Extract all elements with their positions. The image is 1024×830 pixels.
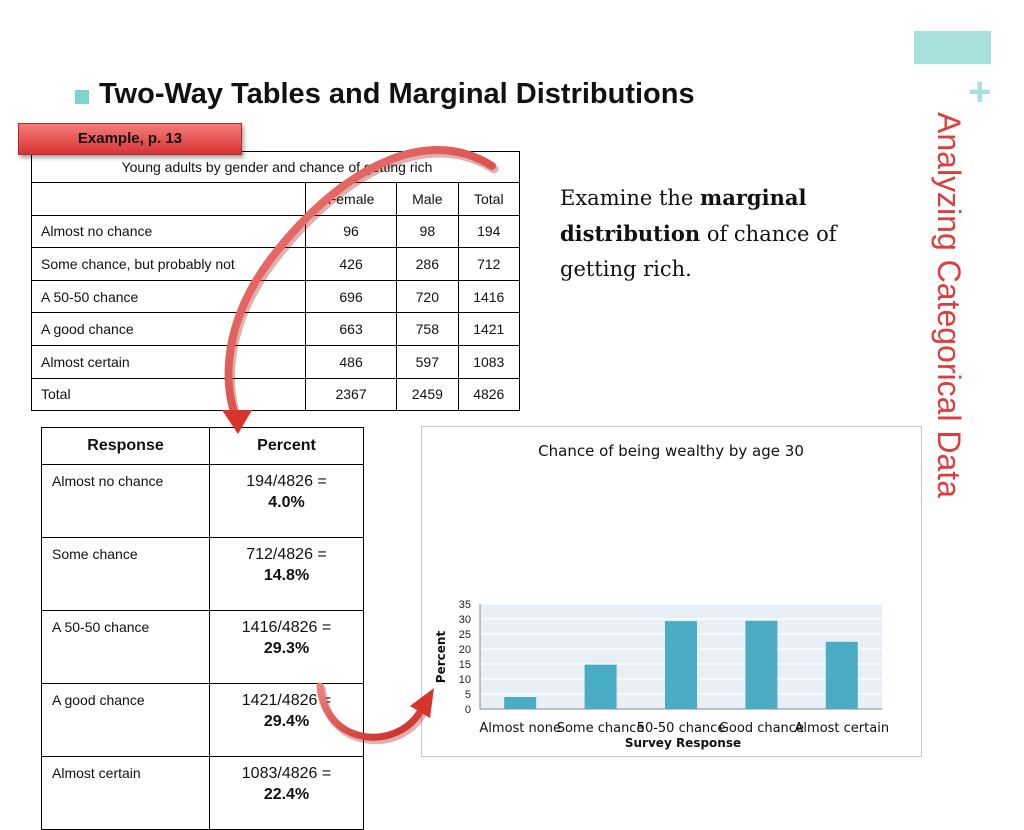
table-row: Some chance 712/4826 = 14.8% [41, 537, 364, 611]
response-cell: Some chance [41, 537, 210, 611]
table-cell: 426 [304, 247, 398, 281]
response-cell: Almost no chance [41, 464, 210, 538]
bar [745, 620, 778, 709]
x-tick-label: 50-50 chance [637, 721, 726, 736]
header-cell: Response [41, 427, 210, 465]
table-row: Some chance, but probably not 426 286 71… [31, 247, 521, 281]
table-cell: 663 [304, 312, 398, 346]
y-tick-label: 10 [459, 674, 471, 686]
plus-icon: + [968, 70, 992, 114]
percent-value: 14.8% [263, 567, 310, 584]
table-cell: 486 [304, 344, 398, 379]
bar [825, 641, 858, 709]
row-label: Almost certain [31, 344, 306, 379]
table-header-row: Female Male Total [31, 182, 521, 216]
slide-title-row: Two-Way Tables and Marginal Distribution… [75, 78, 695, 111]
table-cell: 2367 [304, 377, 398, 412]
table-cell: 96 [304, 214, 398, 249]
table-cell: 1421 [457, 312, 521, 346]
row-label: Almost no chance [31, 214, 306, 249]
x-tick-label: Almost none [479, 721, 561, 736]
table-row: Almost no chance 194/4826 = 4.0% [41, 464, 364, 538]
fraction-text: 1421/4826 = [241, 692, 332, 709]
table-row: A good chance 663 758 1421 [31, 312, 521, 346]
bar [504, 697, 537, 709]
table-cell: 1416 [457, 279, 521, 314]
table-cell: 696 [304, 279, 398, 314]
x-tick-label: Some chance [557, 721, 645, 736]
examine-text-post: of chance of getting rich. [560, 222, 837, 281]
y-tick-label: 35 [459, 599, 471, 611]
row-label: A good chance [31, 312, 306, 346]
bar [584, 664, 617, 709]
table-cell: 1083 [457, 344, 521, 379]
decorative-accent-bar [914, 31, 991, 64]
percent-cell: 1083/4826 = 22.4% [209, 756, 364, 830]
response-cell: A good chance [41, 683, 210, 757]
table-cell: 758 [396, 312, 459, 346]
header-cell [31, 182, 306, 216]
table-row: A good chance 1421/4826 = 29.4% [41, 683, 364, 757]
header-cell: Total [457, 182, 521, 216]
row-label: A 50-50 chance [31, 279, 306, 314]
marginal-distribution-table: Response Percent Almost no chance 194/48… [41, 427, 364, 830]
row-label: Some chance, but probably not [31, 247, 306, 281]
bar [665, 621, 697, 709]
x-axis-title: Survey Response [625, 736, 741, 750]
table-cell: 98 [396, 214, 459, 249]
slide-title: Two-Way Tables and Marginal Distribution… [99, 78, 695, 110]
y-axis-title: Percent [434, 631, 448, 684]
bar-chart: 0 5 10 15 20 25 30 35 Almost none Some chance 50-5… [421, 426, 922, 757]
row-label: Total [31, 377, 306, 412]
percent-cell: 712/4826 = 14.8% [209, 537, 364, 611]
y-tick-label: 5 [465, 689, 471, 701]
table-cell: 286 [396, 247, 459, 281]
table-row: Almost certain 1083/4826 = 22.4% [41, 756, 364, 830]
header-cell: Percent [209, 427, 364, 465]
response-cell: Almost certain [41, 756, 210, 830]
table-row: Almost certain 486 597 1083 [31, 344, 521, 379]
header-cell: Male [396, 182, 459, 216]
percent-cell: 1416/4826 = 29.3% [209, 610, 364, 684]
table-cell: 597 [396, 344, 459, 379]
y-tick-label: 30 [459, 614, 471, 626]
example-tag: Example, p. 13 [18, 123, 242, 155]
table-cell: 720 [396, 279, 459, 314]
percent-value: 29.4% [263, 713, 310, 730]
chart-title: Chance of being wealthy by age 30 [538, 442, 804, 460]
table-header-row: Response Percent [41, 427, 364, 465]
response-cell: A 50-50 chance [41, 610, 210, 684]
header-cell: Female [304, 182, 398, 216]
percent-value: 29.3% [263, 640, 310, 657]
table-cell: 4826 [457, 377, 521, 412]
two-way-table: Young adults by gender and chance of get… [31, 151, 521, 412]
percent-cell: 194/4826 = 4.0% [209, 464, 364, 538]
percent-value: 4.0% [268, 494, 305, 511]
x-tick-label: Almost certain [795, 721, 890, 736]
table-caption: Young adults by gender and chance of get… [31, 151, 520, 183]
table-cell: 194 [457, 214, 521, 249]
examine-text: Examine the marginal distribution of cha… [560, 180, 870, 287]
table-row: A 50-50 chance 1416/4826 = 29.3% [41, 610, 364, 684]
percent-value: 22.4% [263, 786, 310, 803]
y-tick-label: 25 [459, 629, 471, 641]
section-title: Analyzing Categorical Data [931, 112, 967, 498]
fraction-text: 1416/4826 = [241, 619, 332, 636]
fraction-text: 712/4826 = [246, 546, 327, 563]
fraction-text: 194/4826 = [246, 473, 327, 490]
examine-text-bold: marginal distribution [560, 185, 807, 246]
table-cell: 2459 [396, 377, 459, 412]
y-tick-label: 15 [459, 659, 471, 671]
table-row: Almost no chance 96 98 194 [31, 214, 521, 249]
table-row: A 50-50 chance 696 720 1416 [31, 279, 521, 314]
y-tick-label: 20 [459, 644, 471, 656]
y-tick-label: 0 [465, 704, 471, 716]
x-tick-label: Good chance [719, 721, 804, 736]
table-cell: 712 [457, 247, 521, 281]
percent-cell: 1421/4826 = 29.4% [209, 683, 364, 757]
square-bullet-icon [75, 89, 89, 104]
table-total-row: Total 2367 2459 4826 [31, 377, 521, 412]
examine-text-pre: Examine the [560, 186, 701, 210]
